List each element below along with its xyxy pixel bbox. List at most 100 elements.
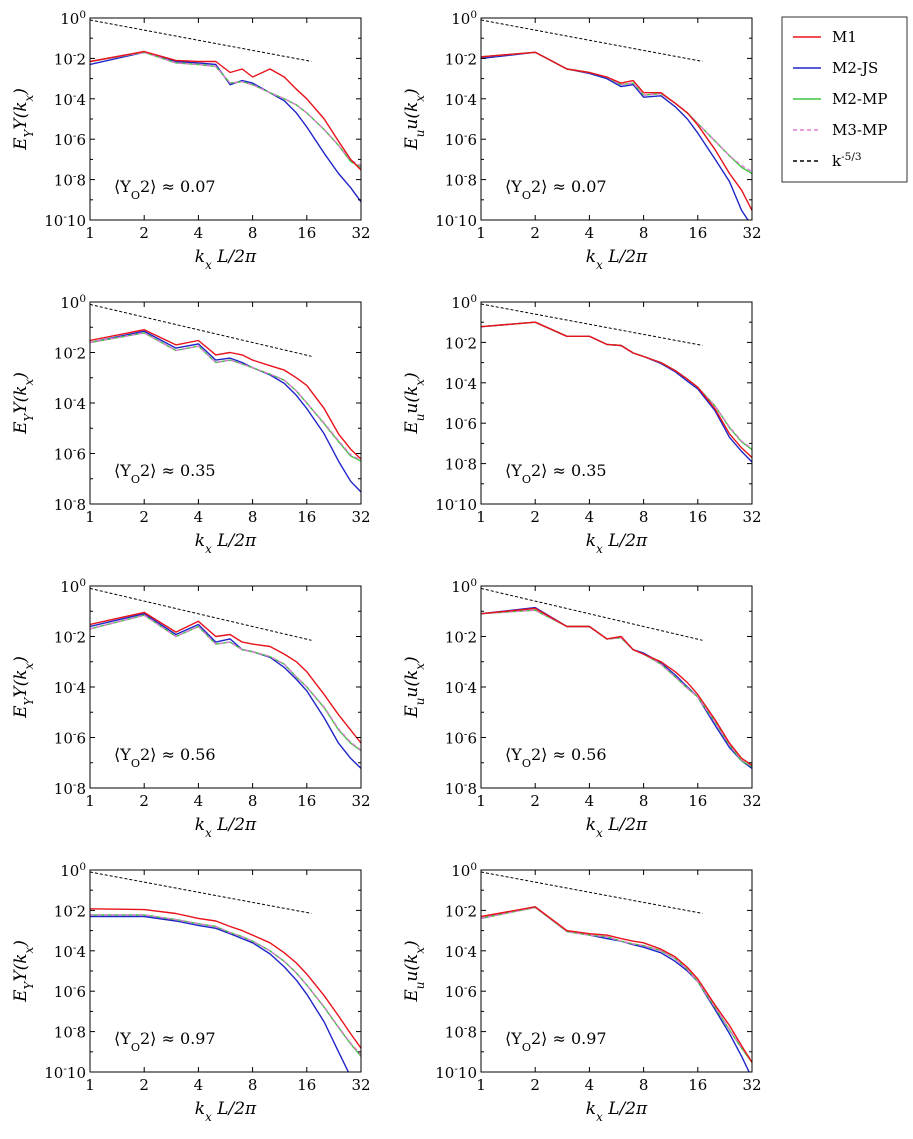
x-tick-label: 1 bbox=[85, 224, 95, 242]
x-tick-label: 32 bbox=[742, 792, 761, 810]
x-tick-label: 8 bbox=[639, 1076, 649, 1094]
y-tick-label: 10-8 bbox=[54, 495, 86, 514]
o2-mass-fraction-annotation: ⟨YO2⟩ ≈ 0.97 bbox=[114, 1029, 216, 1054]
panel-g: 1 2 4 8 16 32 100 10-2 10-4 10-6 10-8 10-10 kx L/2π E… bbox=[11, 861, 371, 1124]
y-tick-label: 10-8 bbox=[445, 171, 477, 190]
y-tick-label: 10-4 bbox=[445, 90, 477, 109]
x-tick-label: 2 bbox=[139, 1076, 149, 1094]
y-tick-label: 100 bbox=[451, 861, 477, 880]
y-tick-label: 10-8 bbox=[445, 1023, 477, 1042]
y-axis-label: EYY(kx) bbox=[11, 372, 36, 435]
series-m2-js bbox=[90, 51, 361, 203]
y-tick-label: 10-2 bbox=[54, 901, 86, 920]
series-m2-mp bbox=[481, 321, 752, 451]
panel-f: 1 2 4 8 16 32 100 10-2 10-4 10-6 10-8 kx L/2π Euu(kx… bbox=[402, 577, 762, 840]
y-tick-label: 10-4 bbox=[54, 90, 86, 109]
y-tick-label: 100 bbox=[451, 293, 477, 312]
x-tick-label: 4 bbox=[194, 1076, 204, 1094]
series-m3-mp bbox=[481, 906, 752, 1062]
x-tick-label: 1 bbox=[476, 508, 486, 526]
x-tick-label: 2 bbox=[139, 224, 149, 242]
x-tick-label: 16 bbox=[688, 792, 707, 810]
y-tick-label: 10-4 bbox=[54, 678, 86, 697]
y-tick-label: 10-2 bbox=[445, 333, 477, 352]
series-m1 bbox=[481, 51, 752, 211]
legend-item: M3-MP bbox=[793, 121, 887, 139]
x-tick-label: 4 bbox=[194, 224, 204, 242]
series-m2-mp bbox=[481, 51, 752, 175]
legend-item: k-5/3 bbox=[793, 151, 862, 170]
series-m3-mp bbox=[90, 332, 361, 461]
y-axis-label: EYY(kx) bbox=[11, 656, 36, 719]
series-k-5-3 bbox=[90, 587, 312, 641]
series-m3-mp bbox=[90, 614, 361, 751]
panel-a: 1 2 4 8 16 32 100 10-2 10-4 10-6 10-8 10-10 kx L/2π E… bbox=[11, 9, 371, 272]
y-tick-label: 10-6 bbox=[445, 130, 477, 149]
y-tick-label: 10-8 bbox=[54, 171, 86, 190]
x-tick-label: 1 bbox=[476, 224, 486, 242]
series-m1 bbox=[90, 908, 361, 1049]
x-axis-label: kx L/2π bbox=[195, 531, 257, 556]
legend-label: M2-JS bbox=[832, 59, 878, 77]
x-tick-label: 1 bbox=[476, 1076, 486, 1094]
x-tick-label: 2 bbox=[530, 224, 540, 242]
y-tick-label: 10-8 bbox=[445, 455, 477, 474]
series-m3-mp bbox=[481, 609, 752, 767]
series-m1 bbox=[481, 321, 752, 459]
x-tick-label: 16 bbox=[297, 224, 316, 242]
x-tick-label: 4 bbox=[585, 1076, 595, 1094]
x-tick-label: 32 bbox=[351, 1076, 370, 1094]
series-m1 bbox=[90, 611, 361, 744]
x-tick-label: 1 bbox=[85, 1076, 95, 1094]
x-tick-label: 8 bbox=[248, 1076, 258, 1094]
x-tick-label: 4 bbox=[194, 508, 204, 526]
y-tick-label: 10-2 bbox=[445, 49, 477, 68]
y-axis-label: EYY(kx) bbox=[11, 88, 36, 151]
series-m1 bbox=[90, 50, 361, 171]
y-tick-label: 10-6 bbox=[445, 982, 477, 1001]
x-tick-label: 1 bbox=[476, 792, 486, 810]
legend-label: M2-MP bbox=[832, 90, 887, 108]
x-tick-label: 16 bbox=[688, 508, 707, 526]
x-tick-label: 8 bbox=[639, 224, 649, 242]
y-axis-label: Euu(kx) bbox=[402, 372, 427, 434]
y-tick-label: 100 bbox=[451, 577, 477, 596]
series-m2-js bbox=[481, 321, 752, 463]
legend-label: M3-MP bbox=[832, 121, 887, 139]
y-tick-label: 10-6 bbox=[54, 130, 86, 149]
legend: M1 M2-JS M2-MP M3-MP k-5/3 bbox=[781, 16, 908, 183]
x-tick-label: 8 bbox=[248, 224, 258, 242]
x-tick-label: 8 bbox=[248, 792, 258, 810]
x-tick-label: 32 bbox=[351, 508, 370, 526]
series-m3-mp bbox=[481, 321, 752, 450]
legend-item: M1 bbox=[793, 28, 857, 46]
x-tick-label: 2 bbox=[530, 508, 540, 526]
x-tick-label: 32 bbox=[351, 224, 370, 242]
y-tick-label: 10-8 bbox=[445, 779, 477, 798]
legend-item: M2-MP bbox=[793, 90, 887, 108]
x-axis-label: kx L/2π bbox=[586, 1099, 648, 1124]
y-tick-label: 10-10 bbox=[435, 495, 477, 514]
series-m1 bbox=[481, 607, 752, 766]
x-tick-label: 1 bbox=[85, 508, 95, 526]
series-k-5-3 bbox=[90, 19, 312, 62]
y-tick-label: 10-10 bbox=[435, 211, 477, 230]
series-k-5-3 bbox=[481, 587, 703, 641]
series-m3-mp bbox=[90, 51, 361, 167]
panel-h: 1 2 4 8 16 32 100 10-2 10-4 10-6 10-8 10-10 kx L/2π E… bbox=[402, 861, 762, 1124]
y-tick-label: 100 bbox=[60, 577, 86, 596]
y-tick-label: 10-6 bbox=[445, 414, 477, 433]
y-tick-label: 10-8 bbox=[54, 779, 86, 798]
x-axis-label: kx L/2π bbox=[586, 815, 648, 840]
x-tick-label: 16 bbox=[688, 1076, 707, 1094]
y-tick-label: 10-6 bbox=[54, 729, 86, 748]
series-k-5-3 bbox=[481, 19, 703, 62]
x-tick-label: 8 bbox=[248, 508, 258, 526]
y-axis-label: Euu(kx) bbox=[402, 940, 427, 1002]
x-tick-label: 16 bbox=[688, 224, 707, 242]
y-tick-label: 10-2 bbox=[54, 344, 86, 363]
y-tick-label: 100 bbox=[60, 293, 86, 312]
series-m3-mp bbox=[90, 914, 361, 1056]
series-k-5-3 bbox=[90, 871, 312, 914]
x-tick-label: 2 bbox=[139, 792, 149, 810]
